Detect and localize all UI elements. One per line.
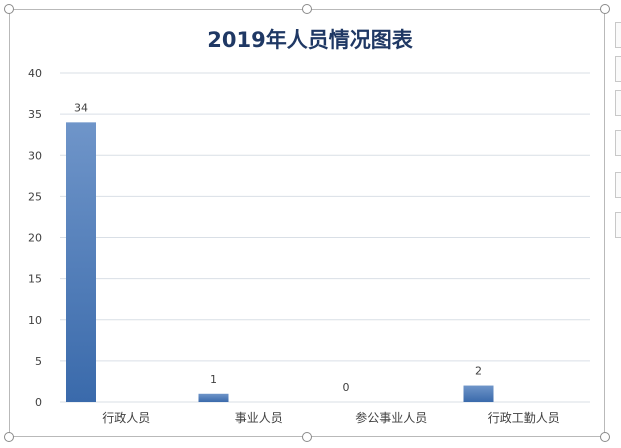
- chart-area[interactable]: [9, 9, 605, 437]
- x-category-label: 行政人员: [102, 411, 150, 425]
- gridlines: [60, 72, 590, 403]
- y-tick-label: 30: [28, 149, 42, 162]
- y-tick-label: 35: [28, 108, 42, 121]
- chart-side-button[interactable]: [615, 172, 621, 198]
- chart-elements-button[interactable]: [615, 22, 621, 48]
- y-tick-label: 20: [28, 232, 42, 245]
- resize-handle-icon[interactable]: [4, 432, 14, 442]
- chart-styles-button[interactable]: [615, 56, 621, 82]
- chart-side-button[interactable]: [615, 130, 621, 156]
- resize-handle-icon[interactable]: [302, 4, 312, 14]
- data-label: 0: [343, 381, 350, 394]
- y-axis-ticks: 0 5 10 15 20 25 30 35 40: [28, 67, 42, 409]
- bar[interactable]: [66, 122, 96, 402]
- data-label: 1: [210, 373, 217, 386]
- data-label: 2: [475, 365, 482, 378]
- resize-handle-icon[interactable]: [600, 4, 610, 14]
- data-label: 34: [74, 101, 88, 114]
- bar[interactable]: [198, 393, 229, 402]
- y-tick-label: 5: [35, 355, 42, 368]
- bars[interactable]: [66, 122, 494, 402]
- y-tick-label: 0: [35, 396, 42, 409]
- bar[interactable]: [463, 385, 494, 402]
- x-category-label: 参公事业人员: [355, 410, 427, 425]
- x-category-label: 行政工勤人员: [488, 411, 560, 425]
- y-tick-label: 40: [28, 67, 42, 80]
- chart-side-button[interactable]: [615, 212, 621, 238]
- chart-title: 2019年人员情况图表: [207, 28, 413, 52]
- data-labels: 34 1 0 2: [74, 101, 482, 394]
- y-tick-label: 25: [28, 190, 42, 203]
- y-tick-label: 15: [28, 273, 42, 286]
- chart-filters-button[interactable]: [615, 90, 621, 116]
- resize-handle-icon[interactable]: [302, 432, 312, 442]
- y-tick-label: 10: [28, 314, 42, 327]
- resize-handle-icon[interactable]: [4, 4, 14, 14]
- resize-handle-icon[interactable]: [600, 432, 610, 442]
- x-axis-labels: 行政人员 事业人员 参公事业人员 行政工勤人员: [102, 410, 560, 425]
- x-category-label: 事业人员: [235, 411, 283, 425]
